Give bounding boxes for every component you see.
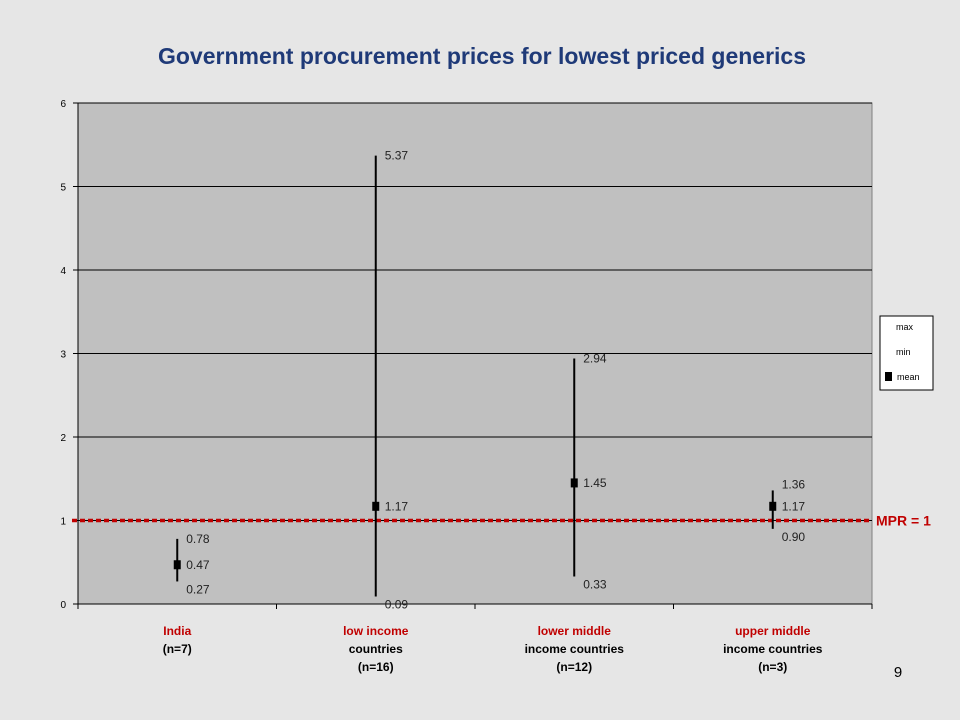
legend: max min mean xyxy=(879,315,934,391)
legend-mean-marker xyxy=(885,372,892,381)
y-tick-label: 6 xyxy=(60,99,66,110)
category-label: India xyxy=(163,624,191,638)
category-label: low income xyxy=(343,624,409,638)
category-labels: India (n=7) low income countries (n=16) lower… xyxy=(163,624,823,674)
data-marks xyxy=(173,155,777,597)
category-sublabel: (n=16) xyxy=(358,660,394,674)
max-value-label: 5.37 xyxy=(385,149,409,163)
reference-line-label: MPR = 1 xyxy=(876,513,931,529)
mean-value-label: 1.45 xyxy=(583,476,607,490)
data-labels: 0.78 0.47 0.27 5.37 1.17 0.09 2.94 1.45 0.33 1.36… xyxy=(186,149,805,612)
mean-marker xyxy=(372,501,380,511)
max-value-label: 2.94 xyxy=(583,352,607,366)
y-tick-label: 4 xyxy=(60,266,66,277)
category-label: upper middle xyxy=(735,624,811,638)
mean-marker xyxy=(570,478,578,488)
reference-line: MPR = 1 xyxy=(72,513,931,529)
mean-value-label: 1.17 xyxy=(782,499,806,513)
y-tick-label: 2 xyxy=(60,433,66,444)
min-value-label: 0.27 xyxy=(186,582,210,596)
category-sublabel: (n=7) xyxy=(163,642,192,656)
category-sublabel: (n=12) xyxy=(556,660,592,674)
y-tick-label: 0 xyxy=(60,600,66,611)
category-sublabel: countries xyxy=(349,642,403,656)
mean-marker xyxy=(173,560,181,570)
min-value-label: 0.33 xyxy=(583,577,607,591)
category-label: lower middle xyxy=(538,624,612,638)
max-value-label: 0.78 xyxy=(186,532,210,546)
page-number: 9 xyxy=(893,664,903,681)
min-value-label: 0.90 xyxy=(782,530,806,544)
y-tick-label: 1 xyxy=(60,517,66,528)
y-tick-label: 3 xyxy=(60,350,66,361)
legend-item-max: max xyxy=(896,322,914,332)
mean-value-label: 0.47 xyxy=(186,558,210,572)
mean-value-label: 1.17 xyxy=(385,499,409,513)
category-sublabel: (n=3) xyxy=(758,660,787,674)
legend-item-mean: mean xyxy=(897,372,920,382)
max-value-label: 1.36 xyxy=(782,477,806,491)
y-tick-label: 5 xyxy=(60,183,66,194)
min-value-label: 0.09 xyxy=(385,597,409,611)
axes: 0 1 2 3 4 5 6 xyxy=(60,99,873,611)
chart-title: Government procurement prices for lowest… xyxy=(158,43,806,69)
mean-marker xyxy=(769,501,777,511)
category-sublabel: income countries xyxy=(525,642,625,656)
legend-item-min: min xyxy=(896,347,911,357)
category-sublabel: income countries xyxy=(723,642,823,656)
